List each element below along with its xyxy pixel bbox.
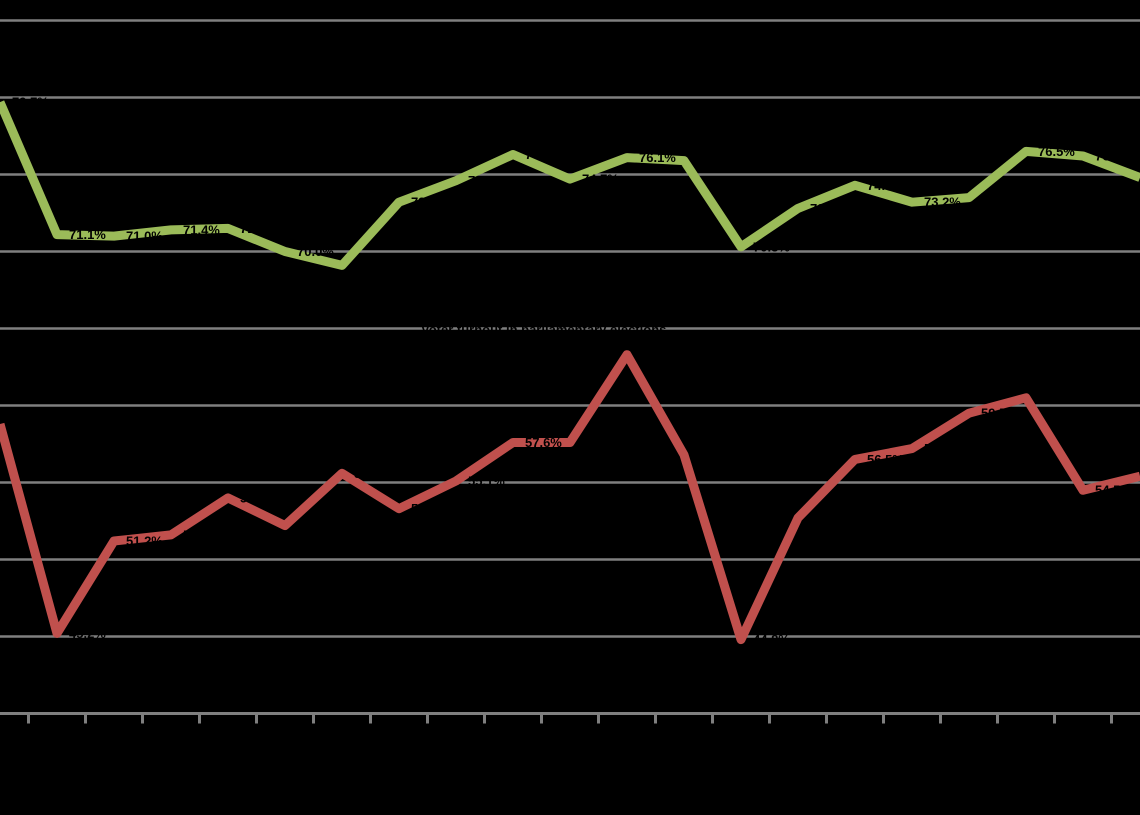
data-label: 51.2% [126,534,163,549]
series-line-red [0,350,1140,645]
data-label: 74.3% [867,178,904,193]
data-label: 79.7% [12,95,49,110]
data-label: 55.6% [354,466,391,481]
data-label: 53.3% [411,501,448,516]
data-label: 56.8% [696,447,733,462]
data-label: 55.1% [468,473,505,488]
data-label: 76.2% [1095,149,1132,164]
center-series-label: Voter turnout in parliamentary elections [421,322,667,337]
data-label: 76.5% [1038,144,1075,159]
data-label: 71.0% [126,229,163,244]
data-label: 76.3% [525,147,562,162]
series-line-green [0,100,1140,270]
data-label: 73.5% [981,190,1018,205]
data-label: 44.8% [753,632,790,647]
data-label: 72.8% [810,201,847,216]
data-label: 57.2% [924,441,961,456]
data-label: 52.2% [297,518,334,533]
data-label: 45.2% [69,626,106,641]
data-label: 73.2% [411,195,448,210]
data-label: 71.5% [240,221,277,236]
data-label: 70.3% [753,239,790,254]
data-label: 75.9% [696,153,733,168]
data-label: 74.6% [468,173,505,188]
data-label: 70.0% [297,244,334,259]
data-label: 58.8% [12,416,49,431]
data-label: 69.1% [354,258,391,273]
data-label: 71.1% [69,227,106,242]
data-label: 54.5% [1095,483,1132,498]
data-label: 51.6% [183,527,220,542]
data-label: 71.4% [183,222,220,237]
data-label: 57.6% [582,435,619,450]
data-label: 74.7% [582,172,619,187]
data-label: 56.5% [867,452,904,467]
data-label: 54.0% [240,490,277,505]
data-label: 63.3% [639,347,676,362]
data-label: 60.5% [1038,390,1075,405]
data-label: 73.2% [924,195,961,210]
data-label: 59.5% [981,406,1018,421]
data-label: 76.1% [639,150,676,165]
data-label: 57.6% [525,435,562,450]
data-label: 52.7% [810,510,847,525]
